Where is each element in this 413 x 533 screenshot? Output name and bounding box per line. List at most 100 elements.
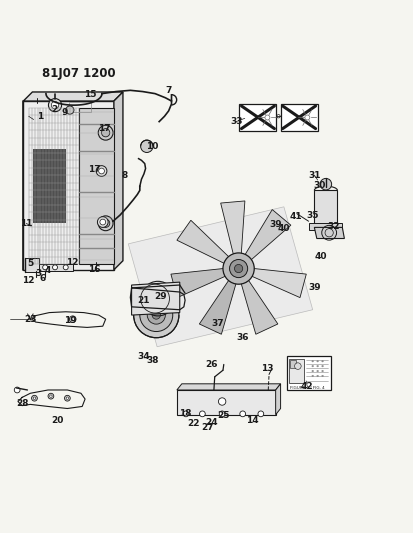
Text: 10: 10 [146,142,158,151]
Circle shape [66,106,74,114]
Circle shape [48,99,62,112]
Circle shape [33,397,36,399]
Text: 42: 42 [301,382,313,391]
Text: 17: 17 [88,165,101,174]
Circle shape [312,370,313,372]
Text: 24: 24 [205,417,218,426]
Circle shape [31,395,37,401]
Text: 2: 2 [51,105,57,114]
Circle shape [317,360,318,362]
Polygon shape [171,268,229,297]
Circle shape [99,168,104,174]
Circle shape [265,115,270,120]
Circle shape [147,306,165,324]
Text: 38: 38 [146,356,159,365]
Circle shape [183,411,189,417]
Text: FIGURE 4 / FIG. 4: FIGURE 4 / FIG. 4 [290,386,325,390]
Circle shape [317,375,318,377]
Circle shape [66,397,69,399]
Circle shape [63,265,68,270]
Polygon shape [248,268,306,297]
Bar [33,149,66,223]
Polygon shape [177,220,232,265]
Polygon shape [114,92,123,270]
Circle shape [322,360,323,362]
Circle shape [141,140,153,152]
Polygon shape [23,101,114,270]
Circle shape [305,115,310,120]
Text: 31: 31 [308,171,320,180]
Circle shape [218,398,226,405]
Text: 27: 27 [201,423,214,432]
Text: 36: 36 [237,333,249,342]
Circle shape [258,411,264,417]
Text: 3: 3 [36,269,42,278]
Text: 15: 15 [84,90,97,99]
Circle shape [51,101,59,109]
Circle shape [140,298,173,332]
Circle shape [199,411,205,417]
Bar [69,102,91,112]
Text: 34: 34 [138,352,150,361]
Text: 33: 33 [230,117,242,126]
Circle shape [48,393,54,399]
Polygon shape [221,201,245,258]
Text: 21: 21 [138,296,150,305]
Circle shape [322,365,323,367]
Text: 25: 25 [218,411,230,420]
Text: 40: 40 [315,252,327,261]
Polygon shape [79,108,114,264]
Text: 20: 20 [51,416,64,425]
Circle shape [97,217,108,228]
Polygon shape [314,228,344,238]
Circle shape [71,318,74,321]
Text: 28: 28 [16,399,28,408]
Circle shape [98,125,113,140]
Polygon shape [309,223,342,230]
Circle shape [240,411,246,417]
Bar [289,359,304,383]
Circle shape [134,293,179,338]
Circle shape [64,395,70,401]
Text: 11: 11 [20,219,33,228]
Circle shape [312,375,313,377]
Bar [240,104,276,131]
Circle shape [52,265,57,270]
Circle shape [277,115,280,118]
Circle shape [100,219,106,225]
Polygon shape [128,207,313,347]
Bar [287,356,331,390]
Text: 8: 8 [122,171,128,180]
Polygon shape [132,282,180,315]
Circle shape [322,370,323,372]
Polygon shape [177,390,275,415]
Polygon shape [177,384,280,390]
Text: 16: 16 [88,265,101,274]
Circle shape [294,363,301,369]
Circle shape [96,166,107,176]
Circle shape [312,365,313,367]
Text: 81J07 1200: 81J07 1200 [42,67,116,79]
Text: 9: 9 [61,108,68,117]
Text: 29: 29 [154,292,167,301]
Text: 14: 14 [246,416,259,425]
Circle shape [317,365,318,367]
Text: 7: 7 [166,86,172,95]
Text: 23: 23 [24,314,37,324]
Circle shape [322,375,323,377]
Text: 5: 5 [27,259,33,268]
Circle shape [33,265,38,270]
Text: 39: 39 [308,284,320,293]
Circle shape [43,265,47,270]
Circle shape [102,219,110,228]
Polygon shape [240,277,278,334]
Bar [280,104,318,131]
Text: 26: 26 [205,360,218,369]
Polygon shape [275,384,280,415]
Polygon shape [23,92,123,101]
Circle shape [235,264,243,273]
Circle shape [50,395,52,398]
Circle shape [317,370,318,372]
Text: 30: 30 [313,181,326,190]
Bar [290,360,296,368]
